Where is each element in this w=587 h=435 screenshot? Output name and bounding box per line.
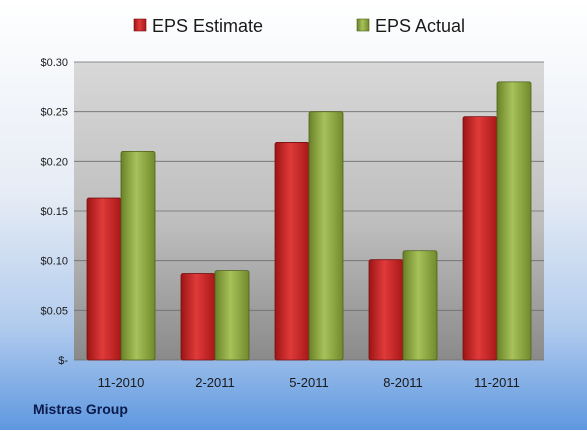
y-tick-label: $0.30 xyxy=(40,57,68,69)
y-tick-label: $0.20 xyxy=(40,156,68,168)
y-tick-label: $0.15 xyxy=(40,206,68,218)
legend: EPS Estimate EPS Actual xyxy=(133,16,465,36)
bar-eps-actual xyxy=(402,250,438,361)
bar-eps-actual xyxy=(214,270,250,361)
legend-label-estimate: EPS Estimate xyxy=(152,16,263,36)
bar-eps-actual xyxy=(496,81,532,361)
bar-eps-actual xyxy=(308,111,344,361)
bar-eps-estimate xyxy=(180,273,216,361)
bar-eps-estimate xyxy=(368,259,404,361)
bar-eps-estimate xyxy=(86,197,122,361)
y-tick-label: $0.10 xyxy=(40,256,68,268)
x-tick-label: 11-2010 xyxy=(98,375,145,390)
y-tick-label: $0.25 xyxy=(40,107,68,119)
legend-swatch-actual xyxy=(356,18,370,32)
x-tick-label: 11-2011 xyxy=(474,375,520,390)
bar-eps-estimate xyxy=(462,116,498,361)
bars xyxy=(86,81,532,361)
x-tick-label: 5-2011 xyxy=(289,375,329,390)
bar-eps-actual xyxy=(120,150,156,361)
x-axis-ticks: 11-2010 2-2011 5-2011 8-2011 11-2011 xyxy=(98,375,520,390)
y-tick-label: $- xyxy=(58,355,68,367)
legend-swatch-estimate xyxy=(133,18,147,32)
y-tick-label: $0.05 xyxy=(40,305,68,317)
x-tick-label: 2-2011 xyxy=(195,375,235,390)
bar-eps-estimate xyxy=(274,142,310,361)
x-tick-label: 8-2011 xyxy=(383,375,423,390)
legend-label-actual: EPS Actual xyxy=(375,16,465,36)
company-name: Mistras Group xyxy=(33,401,128,417)
y-axis-ticks: $- $0.05 $0.10 $0.15 $0.20 $0.25 $0.30 xyxy=(40,57,68,367)
